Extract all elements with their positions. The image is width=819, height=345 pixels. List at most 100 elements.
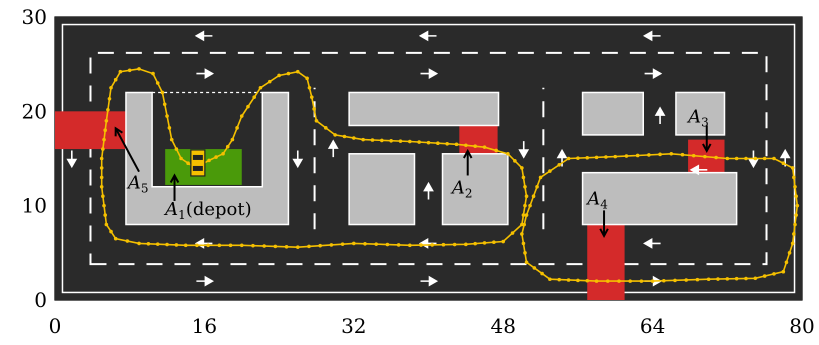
trajectory-point: [277, 73, 281, 78]
trajectory-point: [374, 242, 379, 246]
trajectory-point: [101, 194, 105, 199]
trajectory-point: [725, 277, 730, 281]
trajectory-point: [669, 151, 674, 156]
trajectory-point: [734, 276, 739, 281]
trajectory-point: [513, 159, 517, 163]
x-tick-label: 64: [640, 314, 665, 338]
trajectory-point: [794, 213, 798, 217]
trajectory-point: [454, 142, 459, 147]
trajectory-point: [628, 279, 632, 283]
label-a2: A2: [450, 177, 473, 200]
direction-arrow: [418, 30, 437, 42]
vehicle-body: [190, 149, 206, 177]
trajectory-point: [169, 137, 174, 142]
label-arrowhead: [114, 126, 123, 137]
trajectory-point: [333, 133, 337, 137]
trajectory-point: [714, 155, 718, 160]
trajectory-point: [125, 239, 130, 243]
trajectory-point: [452, 242, 457, 247]
trajectory-point: [183, 243, 188, 248]
trajectory-point: [501, 239, 506, 244]
trajectory-point: [781, 269, 786, 274]
trajectory-point: [594, 279, 599, 283]
trajectory-point: [323, 126, 328, 130]
y-tick-label: 0: [34, 288, 47, 312]
trajectory-point: [286, 71, 291, 76]
trajectory-point: [538, 175, 543, 180]
trajectory-point: [639, 279, 644, 283]
trajectory-point: [441, 242, 446, 247]
trajectory-point: [684, 278, 689, 282]
trajectory-point: [524, 260, 529, 265]
trajectory-point: [523, 251, 527, 255]
label-arrowhead: [169, 173, 180, 183]
trajectory-layer: [99, 67, 800, 283]
trajectory-point: [221, 151, 225, 156]
trajectory-point: [174, 147, 179, 151]
trajectory-point: [195, 243, 199, 248]
trajectory-point: [762, 156, 767, 161]
trajectory-point: [436, 141, 440, 146]
label-arrowhead: [463, 148, 473, 159]
y-tick-label: 10: [22, 194, 47, 218]
trajectory-point: [520, 166, 524, 170]
direction-arrow: [654, 106, 666, 125]
x-tick-label: 80: [789, 314, 814, 338]
trajectory-point: [295, 245, 300, 249]
trajectory-point: [585, 278, 590, 283]
trajectory-point: [398, 139, 403, 143]
trajectory-point: [647, 153, 651, 157]
label-a3: A3: [686, 107, 709, 130]
label-a5: A5: [126, 173, 149, 196]
trajectory-point: [179, 156, 183, 161]
building: [581, 91, 645, 136]
trajectory-point: [426, 140, 431, 145]
trajectory-point: [251, 243, 255, 248]
trajectory-point: [389, 138, 393, 143]
x-tick-label: 32: [341, 314, 366, 338]
trajectory-point: [258, 85, 263, 90]
trajectory-point: [239, 243, 244, 248]
trajectory-point: [99, 156, 104, 161]
direction-arrow: [518, 141, 530, 159]
trajectory-point: [417, 140, 421, 144]
trajectory-point: [262, 244, 266, 248]
trajectory-point: [155, 81, 160, 85]
trajectory-point: [214, 155, 218, 159]
trajectory-point: [464, 143, 468, 148]
trajectory-point: [566, 156, 571, 161]
trajectory-point: [103, 128, 107, 132]
trajectory-point: [772, 272, 776, 276]
trajectory-point: [744, 156, 748, 161]
trajectory-point: [174, 243, 179, 247]
trajectory-point: [792, 175, 796, 180]
trajectory-point: [557, 277, 562, 282]
trajectory-point: [521, 175, 526, 180]
building: [581, 171, 738, 226]
label-a4: A4: [585, 189, 608, 212]
trajectory-point: [101, 147, 105, 151]
trajectory-point: [482, 145, 487, 149]
trajectory-point: [725, 156, 730, 161]
trajectory-point: [506, 151, 510, 156]
trajectory-point: [793, 222, 797, 227]
direction-arrow: [327, 139, 339, 158]
trajectory-point: [532, 266, 537, 270]
trajectory-point: [787, 251, 792, 255]
label-a1: A1(depot): [163, 199, 251, 222]
trajectory-point: [521, 241, 526, 246]
area-labels: A1(depot) A2 A3 A4 A5: [114, 107, 712, 238]
trajectory-point: [706, 277, 711, 282]
trajectory-point: [318, 243, 322, 248]
trajectory-point: [531, 194, 536, 199]
trajectory-point: [594, 155, 599, 160]
vehicle-icon: [190, 149, 206, 177]
zone-a2: [459, 120, 498, 159]
trajectory-point: [691, 153, 696, 158]
trajectory-point: [716, 277, 720, 281]
direction-arrow: [420, 275, 439, 287]
trajectory-point: [109, 229, 113, 234]
label-arrowhead: [702, 143, 712, 154]
